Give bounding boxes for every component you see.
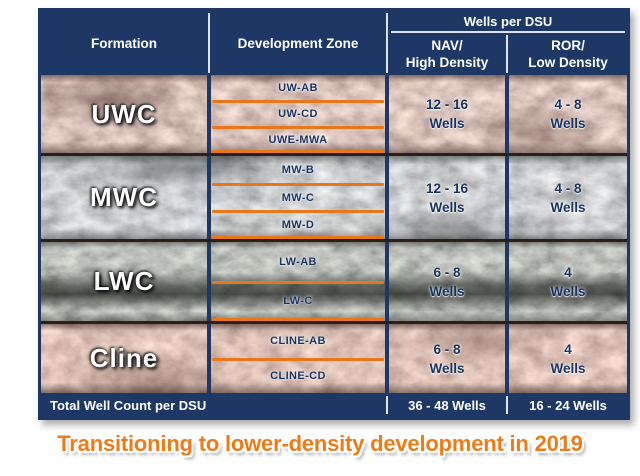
column-divider <box>385 242 389 321</box>
wells-word: Wells <box>550 116 586 131</box>
ror-wells-cell: 4 - 8 Wells <box>509 75 627 153</box>
formation-row-uwc: UWC UW-AB UW-CD UWE-MWA 12 - 16 Wells <box>41 75 627 153</box>
footer-ror-total: 16 - 24 Wells <box>529 397 607 413</box>
table-footer: Total Well Count per DSU 36 - 48 Wells 1… <box>41 393 627 417</box>
zone-label: MW-D <box>281 219 315 232</box>
header-column-divider <box>505 33 509 75</box>
nav-wells-cell: 6 - 8 Wells <box>389 324 505 393</box>
column-divider <box>385 156 389 239</box>
column-divider <box>385 75 389 153</box>
formation-label: LWC <box>93 266 155 296</box>
formation-cell: MWC <box>41 156 207 239</box>
wells-range: 4 - 8 <box>554 97 582 112</box>
header-ror-line1: ROR/ <box>551 38 585 53</box>
zone-label: MW-C <box>281 191 315 204</box>
formation-label: UWC <box>91 98 157 129</box>
header-devzone-label: Development Zone <box>237 35 359 51</box>
wells-word: Wells <box>550 199 586 215</box>
wells-range: 4 <box>564 264 572 280</box>
footer-column-divider <box>505 393 509 417</box>
nav-wells-cell: 12 - 16 Wells <box>389 75 505 153</box>
formation-label: MWC <box>90 182 158 212</box>
wells-word: Wells <box>429 283 465 299</box>
header-ror-line2: Low Density <box>528 55 608 70</box>
column-divider <box>207 156 211 239</box>
devzone-cell: MW-B MW-C MW-D <box>211 156 385 239</box>
slide-caption: Transitioning to lower-density developme… <box>57 431 583 456</box>
wells-range: 6 - 8 <box>433 264 461 280</box>
wells-word: Wells <box>550 360 586 376</box>
zone-label: UWE-MWA <box>268 134 328 146</box>
column-divider <box>505 156 509 239</box>
header-ror-cell: ROR/ Low Density <box>509 33 627 75</box>
formation-cell: UWC <box>41 75 207 153</box>
column-divider <box>207 242 211 321</box>
header-nav-cell: NAV/ High Density <box>389 33 505 75</box>
wells-range: 12 - 16 <box>425 180 469 196</box>
nav-wells-cell: 6 - 8 Wells <box>389 242 505 321</box>
zone-divider-line <box>212 280 384 284</box>
zone-label: CLINE-CD <box>270 369 326 382</box>
zone-divider-line <box>212 318 384 321</box>
header-formation-label: Formation <box>91 35 157 51</box>
zone-divider-line <box>212 210 384 214</box>
wells-word: Wells <box>429 360 465 376</box>
formation-row-mwc: MWC MW-B MW-C MW-D 12 - 16 Wells <box>41 153 627 239</box>
formation-row-cline: Cline CLINE-AB CLINE-CD 6 - 8 Wells 4 We… <box>41 321 627 393</box>
header-horizontal-divider <box>391 31 625 33</box>
wells-word: Wells <box>429 116 465 131</box>
zone-divider-line <box>212 357 384 361</box>
zone-label: CLINE-AB <box>270 335 326 348</box>
zone-label: UW-CD <box>278 108 318 120</box>
wells-word: Wells <box>550 283 586 299</box>
formation-cell: LWC <box>41 242 207 321</box>
zone-label: MW-B <box>281 163 315 176</box>
header-wells-per-dsu: Wells per DSU <box>463 13 553 29</box>
zone-divider-line <box>212 150 384 153</box>
footer-total-label: Total Well Count per DSU <box>50 397 207 413</box>
devzone-cell: LW-AB LW-C <box>211 242 385 321</box>
formation-cell: Cline <box>41 324 207 393</box>
wells-word: Wells <box>429 199 465 215</box>
column-divider <box>207 324 211 393</box>
column-divider <box>505 324 509 393</box>
table-header: Formation Development Zone Wells per DSU… <box>41 11 627 75</box>
wells-per-dsu-table: Formation Development Zone Wells per DSU… <box>38 8 630 420</box>
ror-wells-cell: 4 Wells <box>509 324 627 393</box>
footer-column-divider <box>385 393 389 417</box>
zone-label: LW-AB <box>279 255 317 268</box>
ror-wells-cell: 4 - 8 Wells <box>509 156 627 239</box>
formation-label: Cline <box>89 343 159 373</box>
zone-divider-line <box>212 99 384 103</box>
wells-range: 4 <box>564 341 572 357</box>
rock-texture-mwc <box>41 156 627 239</box>
header-wells-group: Wells per DSU NAV/ High Density ROR/ Low… <box>389 11 627 75</box>
header-density-row: NAV/ High Density ROR/ Low Density <box>389 33 627 75</box>
column-divider <box>505 75 509 153</box>
devzone-cell: UW-AB UW-CD UWE-MWA <box>211 75 385 153</box>
wells-range: 12 - 16 <box>425 97 469 112</box>
ror-wells-cell: 4 Wells <box>509 242 627 321</box>
footer-nav-total: 36 - 48 Wells <box>408 397 486 413</box>
wells-range: 6 - 8 <box>433 341 461 357</box>
formation-row-lwc: LWC LW-AB LW-C 6 - 8 Wells 4 Wells <box>41 239 627 321</box>
zone-divider-line <box>212 182 384 186</box>
header-nav-line1: NAV/ <box>431 38 463 53</box>
zone-label: LW-C <box>283 295 313 308</box>
wells-range: 4 - 8 <box>554 180 582 196</box>
header-formation-cell: Formation <box>41 11 207 75</box>
zone-divider-line <box>212 236 384 239</box>
nav-wells-cell: 12 - 16 Wells <box>389 156 505 239</box>
header-devzone-cell: Development Zone <box>211 11 385 75</box>
header-nav-line2: High Density <box>405 55 489 70</box>
header-column-divider <box>385 11 389 75</box>
column-divider <box>207 75 211 153</box>
column-divider <box>385 324 389 393</box>
zone-label: UW-AB <box>278 82 318 94</box>
header-column-divider <box>207 11 211 75</box>
devzone-cell: CLINE-AB CLINE-CD <box>211 324 385 393</box>
column-divider <box>505 242 509 321</box>
zone-divider-line <box>212 125 384 129</box>
